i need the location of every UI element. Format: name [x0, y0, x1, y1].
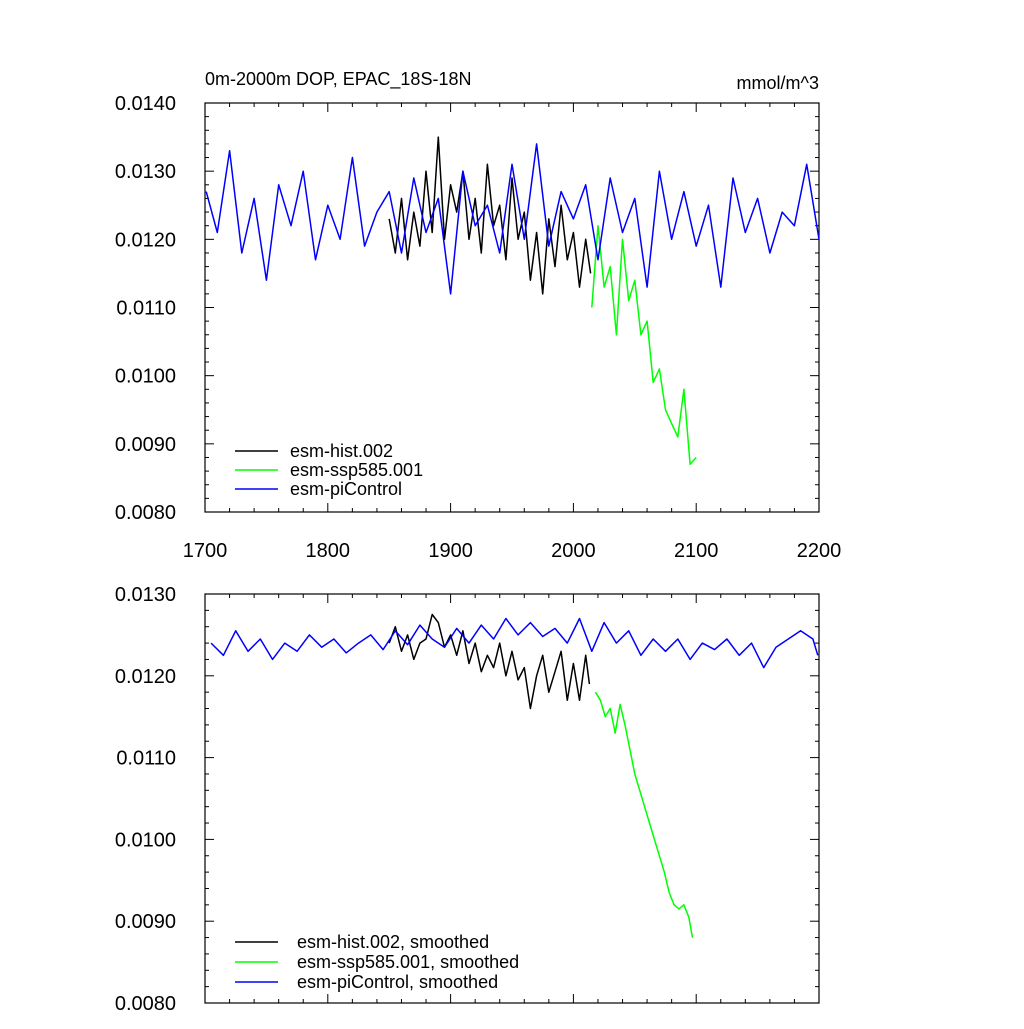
y-tick-label: 0.0110	[116, 748, 176, 770]
x-tick-label: 2100	[674, 540, 719, 562]
legend-label: esm-piControl, smoothed	[297, 972, 498, 992]
legend-label: esm-ssp585.001	[290, 460, 423, 480]
y-tick-label: 0.0120	[115, 229, 176, 251]
legend-label: esm-piControl	[290, 479, 402, 499]
series-line-esm-ssp585-001	[591, 224, 697, 466]
y-tick-label: 0.0130	[115, 584, 176, 606]
y-tick-label: 0.0080	[115, 993, 176, 1015]
y-tick-label: 0.0130	[115, 161, 176, 183]
x-tick-label: 1700	[183, 540, 228, 562]
series-line-esm-picontrol-smoothed	[210, 617, 819, 669]
plot-frame	[204, 593, 820, 1004]
bottom-panel: 0.0080 0.0090 0.0100 0.0110 0.0120 0.0130 esm-…	[115, 584, 820, 1015]
series-line-esm-picontrol	[205, 143, 820, 295]
x-tick-label: 1900	[428, 540, 473, 562]
legend-label: esm-hist.002, smoothed	[297, 932, 489, 952]
y-tick-label: 0.0100	[115, 366, 176, 388]
series-line-esm-hist-002	[388, 136, 592, 295]
y-tick-label: 0.0120	[115, 666, 176, 688]
y-tick-label: 0.0140	[115, 93, 176, 115]
series-line-esm-hist-002-smoothed	[388, 613, 591, 710]
top-panel: 1700 1800 1900 2000 2100 2200 0.0080 0.0090 0.01…	[115, 69, 841, 562]
legend-label: esm-ssp585.001, smoothed	[297, 952, 519, 972]
x-tick-label: 2000	[551, 540, 596, 562]
y-tick-label: 0.0100	[115, 829, 176, 851]
chart-title: 0m-2000m DOP, EPAC_18S-18N	[205, 69, 471, 90]
legend-label: esm-hist.002	[290, 441, 393, 461]
y-tick-label: 0.0090	[115, 911, 176, 933]
units-label: mmol/m^3	[737, 73, 819, 93]
y-tick-label: 0.0110	[116, 298, 176, 320]
series-line-esm-ssp585-001-smoothed	[594, 691, 694, 938]
y-tick-label: 0.0090	[115, 434, 176, 456]
x-tick-label: 1800	[306, 540, 351, 562]
y-tick-label: 0.0080	[115, 502, 176, 524]
x-tick-label: 2200	[797, 540, 842, 562]
